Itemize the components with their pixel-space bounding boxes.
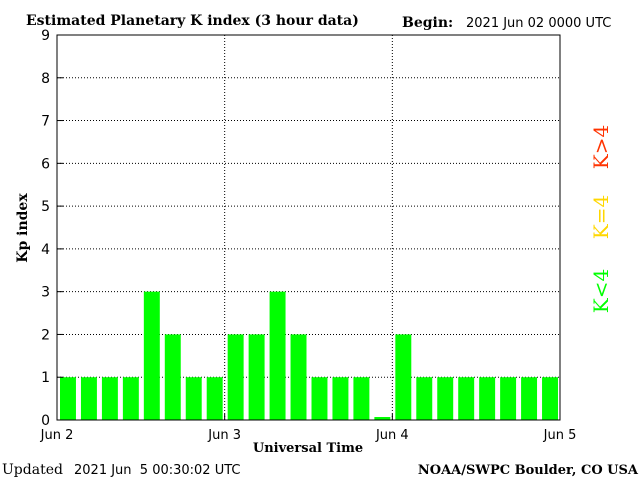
y-tick-label: 3 <box>41 285 50 301</box>
y-tick-labels: 0 1 2 3 4 5 6 7 8 9 <box>41 28 63 429</box>
y-tick-label: 1 <box>41 370 50 386</box>
kp-bar <box>290 334 307 420</box>
kp-bar <box>269 291 286 420</box>
kp-bar <box>395 334 412 420</box>
legend-item: K=4 <box>589 195 613 239</box>
kp-bar <box>542 377 558 420</box>
begin-label: Begin: <box>402 15 453 31</box>
y-tick-label: 2 <box>41 327 50 343</box>
x-tick-label: Jun 3 <box>207 428 241 443</box>
y-tick-label: 7 <box>41 114 50 130</box>
credit-text: NOAA/SWPC Boulder, CO USA <box>418 463 639 478</box>
y-tick-label: 8 <box>41 71 50 87</box>
begin-value: 2021 Jun 02 0000 UTC <box>466 16 611 31</box>
y-tick-label: 0 <box>41 413 50 429</box>
kp-bar <box>122 377 139 420</box>
y-tick-label: 9 <box>41 28 50 44</box>
x-tick-label: Jun 2 <box>40 428 74 443</box>
kp-bar <box>206 377 223 420</box>
bars <box>60 291 558 420</box>
kp-bar <box>101 377 118 420</box>
legend-item: K<4 <box>589 269 613 313</box>
kp-bar <box>500 377 517 420</box>
chart-title: Estimated Planetary K index (3 hour data… <box>26 13 359 29</box>
kp-bar <box>60 377 76 420</box>
kp-bar <box>311 377 328 420</box>
kp-bar <box>227 334 244 420</box>
kp-bar <box>143 291 160 420</box>
kp-bar <box>374 417 391 420</box>
plot-area-frame <box>56 34 561 421</box>
kp-bar <box>458 377 475 420</box>
kp-bar <box>164 334 181 420</box>
kp-bar <box>521 377 538 420</box>
x-tick-label: Jun 4 <box>375 428 409 443</box>
y-tick-label: 5 <box>41 199 50 215</box>
kp-bar <box>437 377 454 420</box>
kp-bar <box>416 377 433 420</box>
legend-item: K>4 <box>589 125 613 169</box>
y-tick-label: 4 <box>41 242 50 258</box>
kp-bar <box>248 334 265 420</box>
kp-bar <box>353 377 370 420</box>
updated-value: 2021 Jun 5 00:30:02 UTC <box>74 463 241 478</box>
kp-bar <box>80 377 97 420</box>
y-tick-label: 6 <box>41 156 50 172</box>
x-tick-label: Jun 5 <box>543 428 577 443</box>
kp-bar <box>332 377 349 420</box>
kp-bar <box>185 377 202 420</box>
grid-lines <box>57 35 560 420</box>
x-axis-label: Universal Time <box>253 441 363 456</box>
y-axis-label: Kp index <box>15 193 31 263</box>
kp-bar <box>479 377 496 420</box>
updated-label: Updated <box>2 462 63 478</box>
legend: K<4 K=4 K>4 <box>589 125 613 313</box>
x-tick-labels: Jun 2 Jun 3 Jun 4 Jun 5 <box>40 414 577 443</box>
